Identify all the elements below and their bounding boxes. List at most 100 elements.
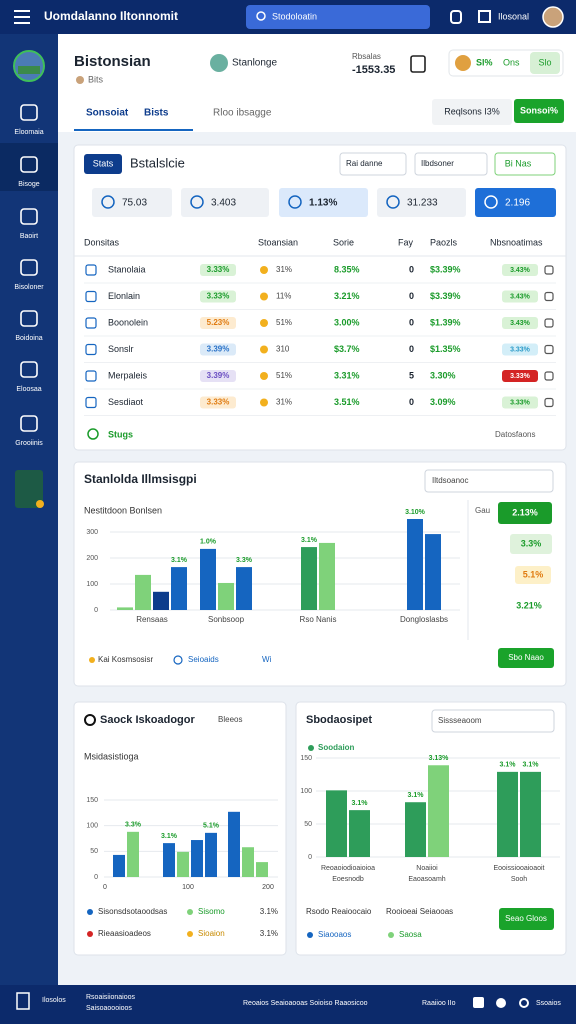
chart-footer[interactable]: Seioaids (188, 655, 219, 664)
bottom-link[interactable]: Ilosolos (42, 997, 66, 1004)
status-value: 3.33% (510, 373, 531, 380)
action-button[interactable] (514, 99, 564, 123)
bar (127, 831, 139, 877)
change-pill (200, 264, 236, 276)
badge-button-label[interactable]: Slo (538, 57, 551, 67)
column-header[interactable]: Donsitas (84, 237, 120, 247)
bar-label: 3.1% (161, 833, 178, 840)
search-box[interactable] (246, 5, 430, 29)
contact-avatar (210, 54, 228, 72)
legend-dot (187, 909, 193, 915)
share-dot (260, 345, 268, 354)
side-label: Gau (475, 506, 490, 515)
sidebar-label[interactable]: Eloomaia (14, 129, 43, 136)
footer-right[interactable]: Datosfaons (495, 430, 535, 439)
filter-dropdown[interactable] (339, 152, 407, 176)
sidebar-label[interactable]: Boidoina (15, 335, 42, 342)
sidebar-icon[interactable] (20, 104, 38, 121)
bottom-icon (519, 998, 529, 1008)
filter-label[interactable]: Rai danne (346, 159, 383, 168)
calendar-icon[interactable] (478, 10, 491, 23)
badge-button[interactable] (530, 52, 560, 74)
column-header[interactable]: Fay (398, 237, 414, 247)
summary-tab-label[interactable]: Stats (93, 158, 114, 168)
row-action[interactable] (544, 344, 554, 355)
chart-dropdown[interactable] (431, 709, 555, 733)
status-pill (502, 370, 538, 382)
chart-dropdown-label[interactable]: Sissseaoom (438, 716, 482, 725)
chart-dropdown-label[interactable]: Iltdsoanoc (432, 476, 468, 485)
row-icon (85, 343, 97, 356)
search-placeholder: Stodoloatin (272, 11, 317, 21)
stat-tile-value: 2.196 (505, 198, 530, 209)
tab[interactable]: Sonsoiat (86, 108, 129, 119)
chart-dropdown[interactable] (424, 469, 554, 493)
column-header[interactable]: Paozls (430, 237, 458, 247)
tab[interactable]: Bists (144, 108, 169, 119)
legend-dot (87, 909, 93, 915)
column-header[interactable]: Nbsnoatimas (490, 237, 543, 247)
bottom-link[interactable]: Reoaios Seaioaooas Soioiso Raaosicoo (243, 1000, 368, 1007)
stat-tile (181, 188, 269, 217)
bottom-link[interactable]: Raaiioo IIo (422, 1000, 456, 1007)
row-icon (85, 264, 97, 276)
row-action[interactable] (544, 371, 554, 381)
bar (200, 548, 216, 610)
sidebar-icon[interactable] (20, 415, 38, 432)
row-action[interactable] (544, 318, 554, 328)
row-action[interactable] (544, 291, 554, 302)
sidebar-label[interactable]: Bisoge (18, 181, 40, 188)
change-value: 3.33% (207, 265, 230, 274)
badge-pct: Sl% (476, 57, 493, 67)
sidebar-icon[interactable] (20, 208, 38, 225)
sidebar-label[interactable]: Baoirt (20, 233, 38, 240)
chart-button[interactable] (499, 908, 554, 930)
sidebar-label[interactable]: Eloosaa (16, 386, 41, 393)
left-chart-card (73, 701, 287, 956)
row-action[interactable] (544, 397, 554, 408)
tab[interactable]: Rloo ibsagge (213, 108, 272, 119)
legend-dot (388, 932, 394, 938)
left-chart-icon (84, 714, 96, 726)
action-label[interactable]: Sonsoi% (520, 105, 558, 115)
bottom-icon[interactable] (473, 997, 484, 1008)
app-title: Uomdalanno Iltonnomit (44, 9, 178, 23)
summary-tab[interactable] (84, 154, 122, 174)
chart-button-label[interactable]: Seao Gloos (505, 914, 547, 923)
y-tick-label: 0 (94, 874, 98, 881)
stat-label: Rbsalas (352, 52, 381, 61)
filter-button[interactable] (494, 152, 556, 176)
export-icon[interactable] (410, 55, 426, 73)
contact-name: Stanlonge (232, 58, 277, 69)
fay-value: 0 (409, 344, 414, 354)
side-pill-value: 2.13% (512, 507, 538, 517)
stat-tile-icon (101, 195, 115, 209)
bottom-link[interactable]: Ssoaios (536, 1000, 561, 1007)
column-header[interactable]: Sorie (333, 237, 354, 247)
header-title: Bistonsian (74, 53, 151, 70)
sidebar-icon[interactable] (20, 156, 38, 173)
filter-label[interactable]: Ilbdsoner (421, 159, 454, 168)
filter-button-label[interactable]: Bi Nas (505, 158, 532, 168)
notification-icon[interactable] (450, 10, 462, 24)
sidebar-label[interactable]: Grooiinis (15, 440, 43, 447)
chart-button-label[interactable]: Sbo Naao (508, 653, 544, 662)
row-action[interactable] (544, 265, 554, 275)
bottom-link[interactable]: Saisoaoooioos (86, 1005, 132, 1012)
bar (405, 802, 426, 857)
column-header[interactable]: Stoansian (258, 237, 298, 247)
sidebar-icon[interactable] (20, 361, 38, 378)
price-value: $1.35% (430, 344, 461, 354)
footer-left[interactable]: Stugs (108, 429, 133, 439)
sidebar-label[interactable]: Bisoloner (14, 284, 44, 291)
bar (218, 582, 234, 610)
bar (113, 854, 125, 877)
filter-dropdown[interactable] (414, 152, 488, 176)
sidebar-icon[interactable] (20, 259, 38, 276)
side-pill (515, 566, 551, 584)
bottom-link[interactable]: Rsoaisiionaioos (86, 994, 136, 1001)
sidebar-icon[interactable] (20, 310, 38, 327)
chart-button[interactable] (498, 648, 554, 668)
bar (205, 832, 217, 877)
chart-dropdown-label[interactable]: Bleeos (218, 715, 242, 724)
